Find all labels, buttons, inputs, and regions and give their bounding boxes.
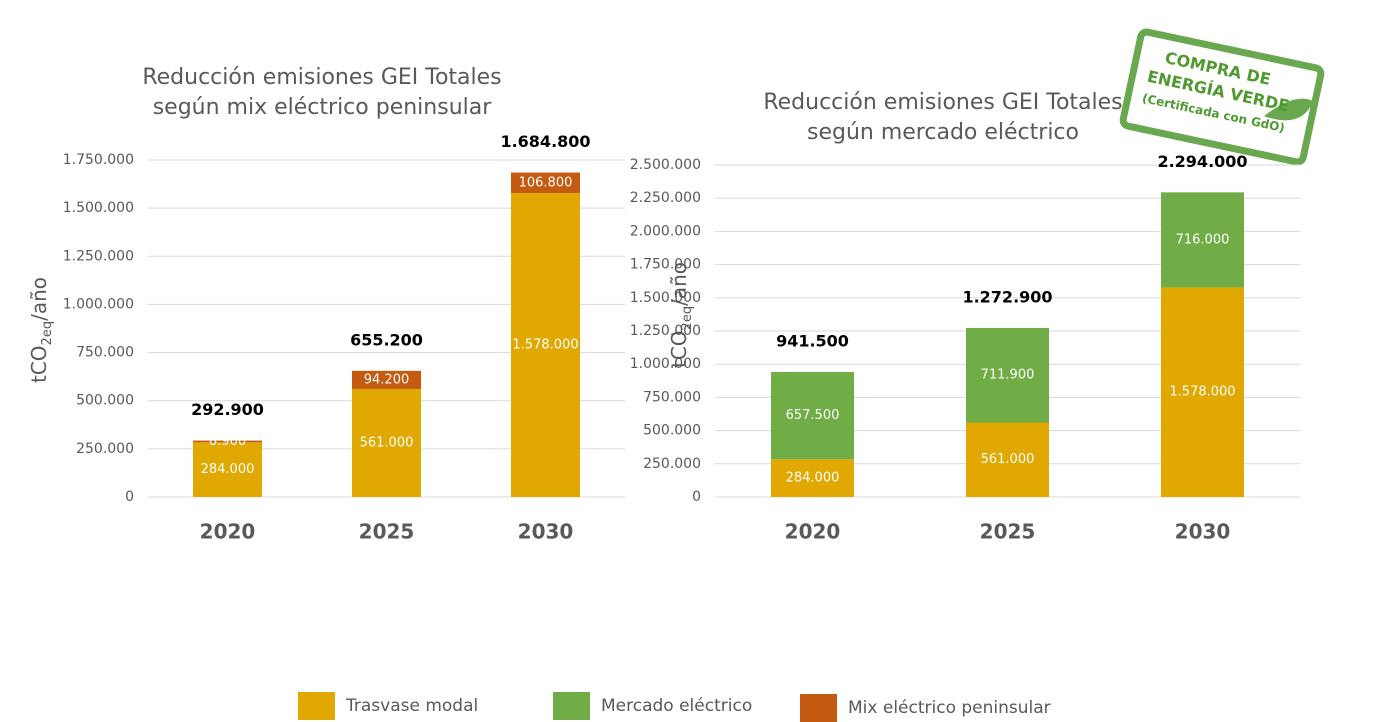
bar-segment — [1161, 287, 1244, 497]
y-tick-label: 1.750.000 — [63, 152, 134, 168]
legend-swatch — [553, 692, 590, 720]
y-axis-label: tCO2eq/año — [27, 277, 56, 383]
stamp-leaf — [1263, 98, 1314, 121]
bar-segment — [1161, 192, 1244, 288]
data-label: 106.800 — [519, 175, 573, 190]
legend-label: Mercado eléctrico — [601, 696, 752, 716]
bar-segment — [352, 388, 421, 497]
bar-segment — [966, 422, 1049, 497]
stamp: COMPRA DE ENERGÍA VERDE (Certificada con… — [1119, 28, 1325, 166]
y-tick-label: 1.500.000 — [63, 200, 134, 216]
x-tick-label: 2020 — [200, 520, 256, 544]
chart-title: según mix eléctrico peninsular — [153, 95, 493, 120]
data-label: 711.900 — [981, 368, 1035, 383]
y-tick-label: 250.000 — [643, 456, 701, 472]
y-axis-label: tCO2eq/año — [667, 262, 696, 368]
y-axis-label-part: 2eq — [680, 306, 695, 331]
bar-segment — [193, 442, 262, 497]
bar-segment — [511, 193, 580, 497]
data-label: 284.000 — [201, 462, 255, 477]
y-tick-label: 750.000 — [76, 345, 134, 361]
y-tick-label: 1.500.000 — [630, 290, 701, 306]
bar-segment — [352, 370, 421, 389]
y-axis-label-part: /año — [27, 277, 51, 321]
y-axis-label-part: /año — [667, 262, 691, 306]
data-label: 94.200 — [364, 372, 410, 387]
y-axis-label-part: 2eq — [40, 321, 55, 346]
data-label: 657.500 — [786, 408, 840, 423]
total-label: 941.500 — [776, 331, 849, 350]
data-label: 561.000 — [360, 435, 414, 450]
bar-segment — [771, 371, 854, 460]
data-label: 1.578.000 — [1169, 385, 1235, 400]
total-label: 2.294.000 — [1157, 152, 1247, 171]
legend-label: Mix eléctrico peninsular — [848, 698, 1051, 718]
chart-title: según mercado eléctrico — [807, 120, 1079, 145]
stamp-border — [1119, 28, 1325, 166]
y-tick-label: 1.750.000 — [630, 257, 701, 273]
total-label: 655.200 — [350, 330, 423, 349]
y-tick-label: 2.000.000 — [630, 223, 701, 239]
x-tick-label: 2025 — [980, 520, 1036, 544]
y-tick-label: 1.000.000 — [63, 296, 134, 312]
data-label: 8.900 — [209, 434, 246, 449]
bar-segment — [511, 172, 580, 194]
bar-segment — [966, 327, 1049, 423]
total-label: 1.272.900 — [962, 287, 1052, 306]
legend-swatch — [298, 692, 335, 720]
x-tick-label: 2030 — [518, 520, 574, 544]
y-tick-label: 500.000 — [643, 423, 701, 439]
y-tick-label: 500.000 — [76, 393, 134, 409]
total-label: 292.900 — [191, 400, 264, 419]
total-label: 1.684.800 — [500, 132, 590, 151]
y-tick-label: 750.000 — [643, 389, 701, 405]
y-tick-label: 1.000.000 — [630, 356, 701, 372]
chart-title: Reducción emisiones GEI Totales — [763, 90, 1122, 115]
legend-swatch — [800, 694, 837, 722]
data-label: 716.000 — [1176, 232, 1230, 247]
y-tick-label: 0 — [692, 489, 701, 505]
data-label: 284.000 — [786, 471, 840, 486]
chart-title: Reducción emisiones GEI Totales — [142, 65, 501, 90]
y-tick-label: 250.000 — [76, 441, 134, 457]
bar-segment — [193, 440, 262, 443]
bar-segment — [771, 459, 854, 497]
y-tick-label: 1.250.000 — [63, 248, 134, 264]
y-tick-label: 0 — [125, 489, 134, 505]
x-tick-label: 2020 — [785, 520, 841, 544]
y-tick-label: 2.500.000 — [630, 157, 701, 173]
y-axis-label-part: tCO — [667, 330, 691, 368]
x-tick-label: 2025 — [359, 520, 415, 544]
x-tick-label: 2030 — [1175, 520, 1231, 544]
y-axis-label-part: tCO — [27, 345, 51, 383]
data-label: 1.578.000 — [512, 338, 578, 353]
y-tick-label: 1.250.000 — [630, 323, 701, 339]
data-label: 561.000 — [981, 452, 1035, 467]
legend-label: Trasvase modal — [345, 696, 478, 716]
y-tick-label: 2.250.000 — [630, 190, 701, 206]
